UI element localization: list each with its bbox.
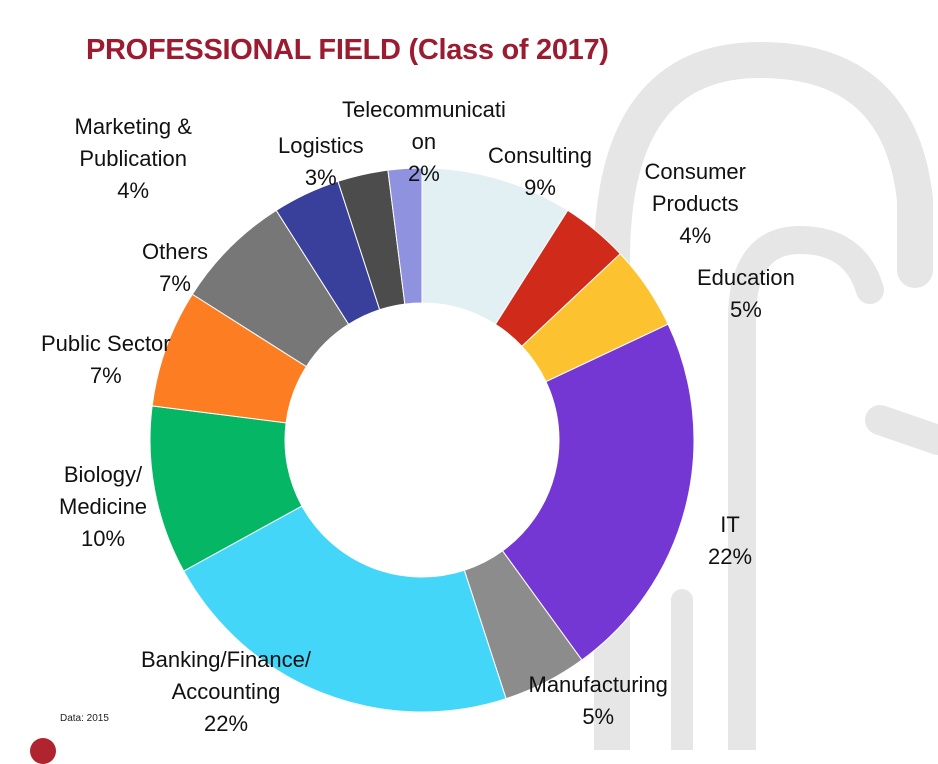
donut-slice <box>501 323 695 661</box>
slice-label-text: Consulting <box>488 143 592 168</box>
slice-label: Consulting 9% <box>488 140 592 204</box>
slice-label: Others 7% <box>142 236 208 300</box>
slice-label-text: Publication <box>79 146 188 171</box>
slice-label: Biology/Medicine 10% <box>59 459 147 555</box>
slice-value-label: 3% <box>304 165 337 190</box>
slice-label-text: Others <box>142 239 209 264</box>
slice-label-text: Products <box>651 191 739 216</box>
slice-label: Telecommunicati on 2% <box>342 94 506 190</box>
source-note: Data: 2015 <box>60 713 109 724</box>
slice-label: Marketing & Publication 4% <box>75 111 192 207</box>
slice-label: Manufacturing 5% <box>529 669 668 733</box>
donut-slice <box>387 167 423 305</box>
slice-value-label: 7% <box>89 363 122 388</box>
logo-icon <box>30 738 56 764</box>
slice-label-text: Biology/ <box>63 462 143 487</box>
slice-label: Education 5% <box>697 262 795 326</box>
slice-value-label: 4% <box>117 178 150 203</box>
slice-value-label: 2% <box>408 161 440 186</box>
slice-label-text: Consumer <box>644 159 746 184</box>
slice-label-text: IT <box>720 512 740 537</box>
slice-label: Logistics 3% <box>278 130 364 194</box>
slice-label-text: Banking/Finance/ <box>141 647 311 672</box>
slice-label: Public Sector 7% <box>41 328 171 392</box>
slice-label-text: Telecommunicati <box>342 97 506 122</box>
slice-label: IT 22% <box>708 509 752 573</box>
chart-title: PROFESSIONAL FIELD (Class of 2017) <box>86 34 609 66</box>
slice-value-label: 22% <box>203 711 249 736</box>
slice-label-text: Manufacturing <box>528 672 668 697</box>
slice-value-label: 7% <box>159 271 191 296</box>
slice-label-text: Education <box>697 265 795 290</box>
slice-label: Consumer Products 4% <box>645 156 746 252</box>
slice-value-label: 4% <box>679 223 712 248</box>
slice-value-label: 9% <box>524 175 556 200</box>
slice-value-label: 22% <box>708 544 753 569</box>
slice-label-text: Marketing & <box>74 114 192 139</box>
slice-label-text: Public Sector <box>41 331 171 356</box>
slice-label-text: Medicine <box>59 494 148 519</box>
slice-label: Banking/Finance/Accounting 22% <box>141 644 311 740</box>
slice-value-label: 10% <box>81 526 126 551</box>
slice-label-text: Accounting <box>171 679 281 704</box>
slice-label-text: on <box>411 129 437 154</box>
slice-value-label: 5% <box>582 704 615 729</box>
donut-slice <box>182 505 507 713</box>
slice-label-text: Logistics <box>278 133 364 158</box>
slice-value-label: 5% <box>730 297 762 322</box>
